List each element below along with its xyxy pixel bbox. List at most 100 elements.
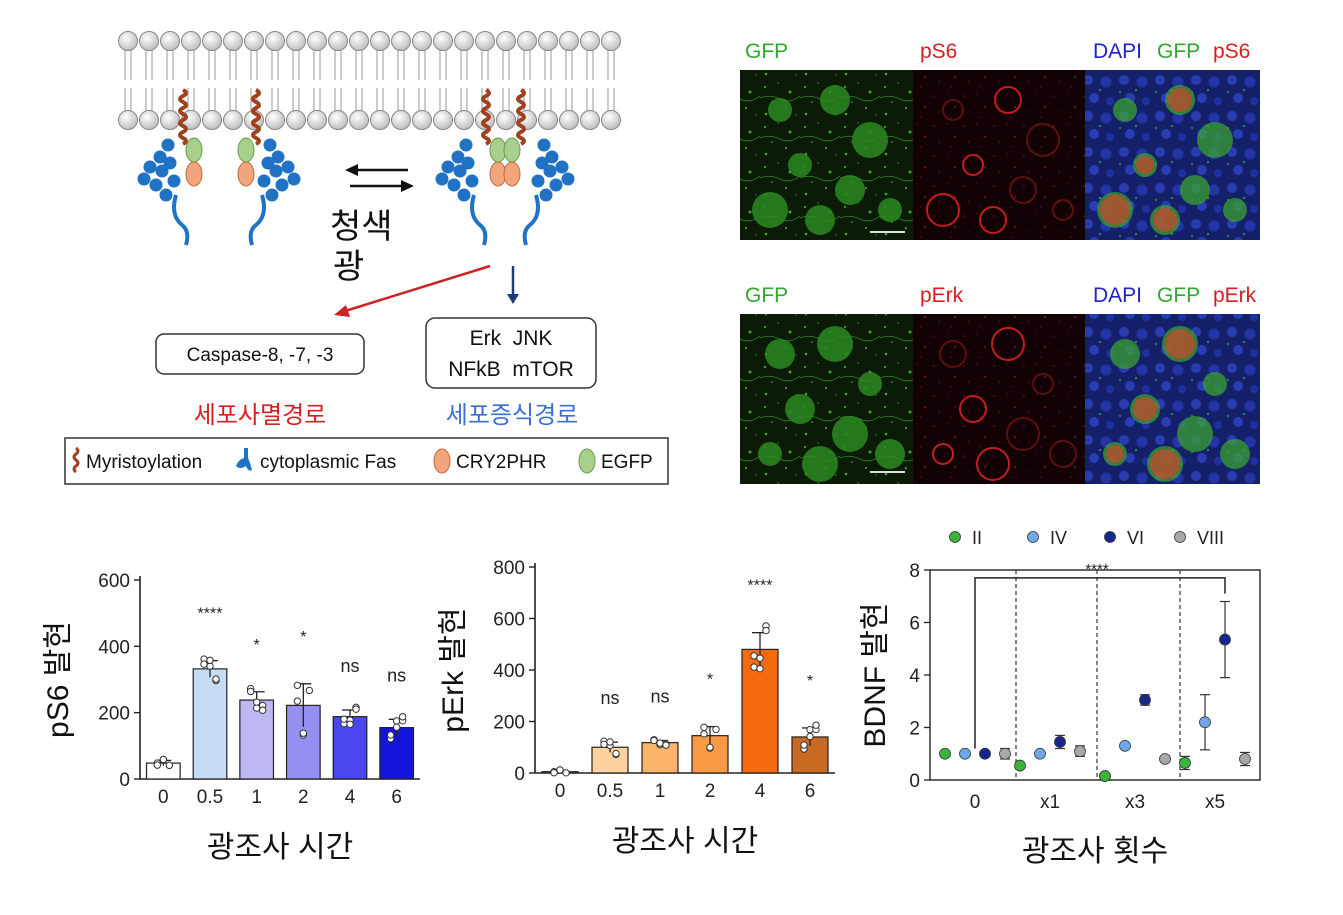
lipid-head: [517, 31, 537, 51]
cry2phr-domain: [237, 161, 255, 187]
legend-label: II: [972, 528, 982, 548]
sample-dot: [293, 697, 302, 705]
lipid-head: [160, 31, 180, 51]
lipid-head: [559, 31, 579, 51]
data-point-iv: [1119, 739, 1131, 752]
sample-dot: [352, 705, 360, 713]
merge-marker-signal: [1153, 208, 1177, 232]
perk-merge-marker-label: pErk: [1213, 284, 1257, 307]
lipid-head: [181, 31, 201, 51]
data-point-viii: [1159, 753, 1171, 765]
bar: [192, 668, 228, 780]
sample-dot: [153, 761, 162, 769]
cytoplasmic-fas: [137, 138, 190, 246]
data-point-iv: [1034, 747, 1046, 760]
neuron-soma: [765, 339, 795, 369]
perk-gfp-label: GFP: [745, 284, 788, 307]
merge-soma: [1203, 372, 1227, 396]
sample-dot: [600, 740, 608, 749]
sample-dot: [662, 741, 670, 749]
marker-signal: [932, 443, 954, 465]
myristoylation-anchor: [251, 88, 261, 146]
lipid-head: [433, 110, 453, 130]
x-axis-title: 광조사 시간: [612, 825, 758, 858]
kinase-box: [425, 317, 597, 389]
sample-dot: [812, 721, 820, 729]
lipid-head: [286, 110, 306, 130]
bar: [591, 746, 629, 774]
significance-label: *: [707, 672, 713, 689]
legend-marker: [1174, 531, 1186, 543]
significance-label: *: [254, 637, 260, 654]
cell-membrane: [118, 31, 621, 130]
legend-myristoylation: Myristoylation: [86, 452, 202, 473]
legend-label: VI: [1127, 528, 1144, 548]
sample-dot: [346, 720, 354, 728]
lipid-head: [370, 110, 390, 130]
y-tick-label: 2: [909, 719, 920, 740]
sample-dot: [340, 715, 348, 723]
ps6-merge-marker-label: pS6: [1213, 40, 1250, 63]
neuron-soma: [758, 442, 782, 466]
lipid-head: [391, 110, 411, 130]
neuron-soma: [835, 175, 865, 205]
perk-merge-dapi-label: DAPI: [1093, 284, 1142, 307]
sample-dot: [562, 769, 570, 777]
lipid-head: [307, 31, 327, 51]
ps6-merge-dapi-label: DAPI: [1093, 40, 1142, 63]
significance-bracket: [974, 577, 1226, 749]
marker-signal: [962, 154, 984, 176]
lipid-head: [601, 110, 621, 130]
sample-dot: [305, 686, 314, 695]
x-tick-label: x1: [1040, 792, 1060, 813]
legend-cry2phr: CRY2PHR: [456, 452, 546, 473]
lipid-head: [160, 110, 180, 130]
sample-dot: [258, 706, 267, 714]
sample-dot: [293, 681, 302, 690]
significance-label: ns: [600, 688, 619, 708]
merge-marker-signal: [1150, 449, 1180, 479]
bdnf-scatter-chart: 0 2 4 6 8 0 x1 x3 x5 **** II IV VI VIII 광조사 횟수 BDNF 발현: [859, 528, 1261, 868]
myristoylation-anchor: [178, 88, 188, 146]
y-tick-label: 400: [98, 637, 130, 658]
y-tick-label: 600: [493, 610, 525, 631]
significance-label: ****: [198, 606, 223, 623]
legend-cytoplasmic-fas: cytoplasmic Fas: [260, 452, 396, 473]
legend-marker: [1027, 531, 1039, 543]
lipid-head: [580, 31, 600, 51]
x-tick-label: 4: [755, 781, 766, 802]
lipid-head: [202, 31, 222, 51]
y-tick-label: 8: [909, 561, 920, 582]
data-point-viii: [999, 747, 1011, 760]
sample-dot: [252, 698, 261, 706]
y-tick-label: 0: [119, 770, 130, 791]
data-point-vi: [1054, 736, 1066, 748]
x-tick-label: 0.5: [597, 781, 623, 802]
marker-signal: [939, 340, 967, 368]
y-axis-title: pS6 발현: [42, 621, 75, 738]
cry2phr-domain: [185, 161, 203, 187]
egfp-icon: [578, 448, 596, 474]
sample-dot: [159, 755, 168, 764]
x-tick-label: 0: [970, 792, 981, 813]
data-point-viii: [1239, 753, 1251, 765]
lipid-head: [202, 110, 222, 130]
lipid-head: [454, 31, 474, 51]
data-point-ii: [1014, 759, 1026, 772]
marker-signal: [1049, 440, 1077, 468]
sample-dot: [762, 626, 770, 635]
sample-dot: [806, 725, 814, 734]
marker-signal: [991, 327, 1025, 361]
perk-red-image: [913, 314, 1085, 484]
caspase-box: [155, 333, 365, 375]
neuron-soma: [875, 439, 905, 469]
lipid-head: [349, 31, 369, 51]
perk-merge-gfp-label: GFP: [1157, 284, 1200, 307]
data-point-iv: [1199, 716, 1211, 729]
perk-marker-label: pErk: [920, 284, 964, 307]
x-tick-label: 2: [705, 781, 716, 802]
merge-soma: [1113, 98, 1137, 122]
x-tick-label: 4: [345, 787, 356, 808]
legend-marker: [1104, 531, 1116, 543]
y-tick-label: 200: [493, 713, 525, 734]
